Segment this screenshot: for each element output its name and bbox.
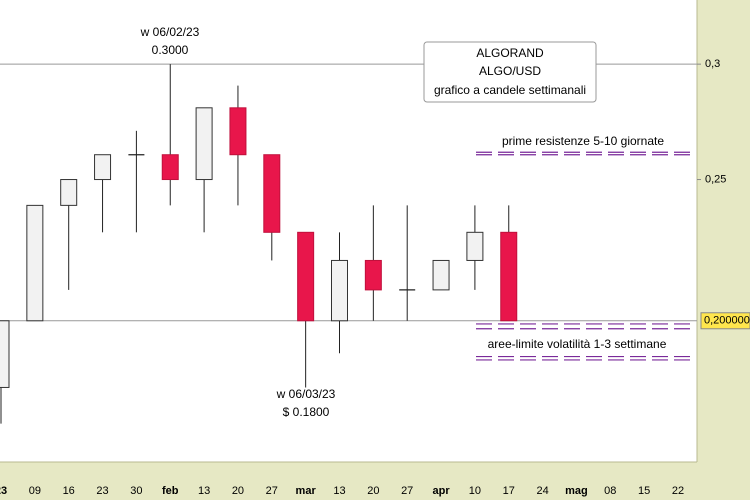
x-tick-label: 13 <box>333 485 345 497</box>
chart-title: ALGORAND <box>476 46 544 60</box>
title-box <box>423 41 597 103</box>
x-tick-label: 20 <box>367 485 379 497</box>
annotation: 0.3000 <box>152 43 189 57</box>
x-tick-label: 17 <box>503 485 515 497</box>
annotation: w 06/02/23 <box>140 25 200 39</box>
candle-body <box>466 231 484 261</box>
x-tick-label: 27 <box>266 485 278 497</box>
x-tick-label: 30 <box>130 485 142 497</box>
chart-title: ALGO/USD <box>479 64 541 78</box>
candle-body <box>161 154 179 181</box>
y-tick-label: 0,25 <box>705 173 726 185</box>
x-tick-label: 08 <box>604 485 616 497</box>
chart-title: grafico a candele settimanali <box>434 83 586 97</box>
candle-body <box>432 259 450 291</box>
annotation: aree-limite volatilità 1-3 settimane <box>488 337 667 351</box>
candle-body <box>60 179 78 206</box>
candle-body <box>0 320 10 388</box>
candle-body <box>195 107 213 181</box>
x-tick-label: mar <box>296 485 317 497</box>
candle-body <box>229 107 247 156</box>
y-tick-label: 0,3 <box>705 58 720 70</box>
candle-body <box>26 204 44 322</box>
candle-body <box>297 231 315 322</box>
last-price-box <box>700 312 750 330</box>
x-tick-label: 09 <box>29 485 41 497</box>
annotation: $ 0.1800 <box>283 405 330 419</box>
x-tick-label: apr <box>432 485 450 497</box>
x-tick-label: feb <box>162 485 179 497</box>
candle-body <box>263 154 281 233</box>
marks <box>0 63 697 424</box>
x-tick-label: 15 <box>638 485 650 497</box>
candle-body <box>364 259 382 291</box>
x-tick-label: mag <box>565 485 588 497</box>
x-tick-label: 23 <box>0 485 7 497</box>
annotation: w 06/03/23 <box>276 387 336 401</box>
x-tick-label: 10 <box>469 485 481 497</box>
x-tick-label: 20 <box>232 485 244 497</box>
candle-body <box>94 154 112 181</box>
last-price-label: 0,200000 <box>704 315 750 327</box>
candle-body <box>500 231 518 322</box>
x-tick-label: 22 <box>672 485 684 497</box>
annotation: prime resistenze 5-10 giornate <box>502 134 664 148</box>
x-tick-label: 23 <box>96 485 108 497</box>
candle-body <box>331 259 348 322</box>
x-tick-label: 16 <box>63 485 75 497</box>
x-tick-label: 27 <box>401 485 413 497</box>
x-tick-label: 24 <box>536 485 548 497</box>
x-tick-label: 13 <box>198 485 210 497</box>
